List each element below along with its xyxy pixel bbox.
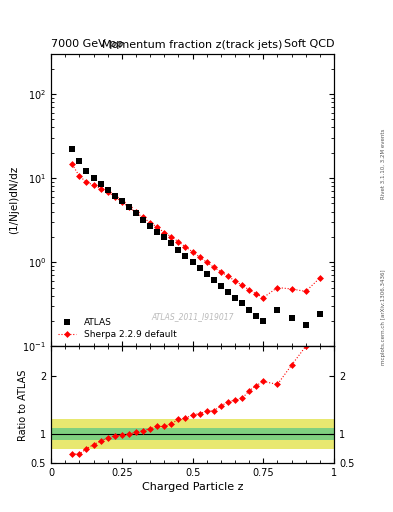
Sherpa 2.2.9 default bbox=[275, 285, 280, 291]
X-axis label: Charged Particle z: Charged Particle z bbox=[142, 482, 243, 493]
Sherpa 2.2.9 default bbox=[190, 249, 195, 255]
Sherpa 2.2.9 default bbox=[233, 278, 237, 284]
Sherpa 2.2.9 default bbox=[318, 275, 322, 281]
Sherpa 2.2.9 default bbox=[141, 215, 145, 221]
Sherpa 2.2.9 default bbox=[254, 291, 259, 297]
ATLAS bbox=[254, 313, 259, 319]
ATLAS bbox=[148, 223, 152, 229]
Sherpa 2.2.9 default bbox=[105, 189, 110, 195]
Text: mcplots.cern.ch [arXiv:1306.3436]: mcplots.cern.ch [arXiv:1306.3436] bbox=[381, 270, 386, 365]
ATLAS bbox=[169, 240, 174, 246]
Text: Soft QCD: Soft QCD bbox=[284, 38, 334, 49]
Sherpa 2.2.9 default bbox=[112, 194, 117, 200]
Bar bbox=[51, 428, 334, 440]
ATLAS bbox=[70, 146, 75, 152]
ATLAS bbox=[219, 283, 223, 289]
ATLAS bbox=[105, 187, 110, 193]
Line: ATLAS: ATLAS bbox=[69, 146, 323, 328]
Sherpa 2.2.9 default bbox=[240, 282, 244, 288]
ATLAS bbox=[197, 265, 202, 271]
ATLAS bbox=[190, 259, 195, 265]
ATLAS bbox=[119, 198, 124, 204]
ATLAS bbox=[91, 175, 96, 181]
Legend: ATLAS, Sherpa 2.2.9 default: ATLAS, Sherpa 2.2.9 default bbox=[55, 316, 179, 342]
ATLAS bbox=[261, 318, 266, 324]
Sherpa 2.2.9 default bbox=[289, 286, 294, 292]
Sherpa 2.2.9 default bbox=[169, 234, 174, 240]
ATLAS bbox=[162, 234, 167, 240]
Line: Sherpa 2.2.9 default: Sherpa 2.2.9 default bbox=[70, 162, 322, 300]
ATLAS bbox=[112, 193, 117, 199]
ATLAS bbox=[289, 314, 294, 321]
ATLAS bbox=[204, 271, 209, 278]
Sherpa 2.2.9 default bbox=[162, 229, 167, 236]
ATLAS bbox=[141, 217, 145, 223]
ATLAS bbox=[127, 204, 131, 210]
Sherpa 2.2.9 default bbox=[155, 224, 160, 230]
Sherpa 2.2.9 default bbox=[261, 294, 266, 301]
ATLAS bbox=[176, 247, 181, 253]
Text: ATLAS_2011_I919017: ATLAS_2011_I919017 bbox=[151, 312, 234, 322]
Sherpa 2.2.9 default bbox=[211, 264, 216, 270]
Bar bbox=[51, 419, 334, 449]
ATLAS bbox=[303, 322, 308, 328]
Text: Rivet 3.1.10, 3.2M events: Rivet 3.1.10, 3.2M events bbox=[381, 129, 386, 199]
Sherpa 2.2.9 default bbox=[226, 273, 230, 280]
Sherpa 2.2.9 default bbox=[183, 244, 188, 250]
Sherpa 2.2.9 default bbox=[127, 204, 131, 210]
Text: 7000 GeV pp: 7000 GeV pp bbox=[51, 38, 123, 49]
Y-axis label: (1/Njel)dN/dz: (1/Njel)dN/dz bbox=[9, 166, 20, 234]
Sherpa 2.2.9 default bbox=[119, 199, 124, 205]
Sherpa 2.2.9 default bbox=[84, 179, 89, 185]
ATLAS bbox=[318, 311, 322, 317]
ATLAS bbox=[247, 307, 252, 313]
Sherpa 2.2.9 default bbox=[197, 254, 202, 260]
Y-axis label: Ratio to ATLAS: Ratio to ATLAS bbox=[18, 369, 28, 440]
Sherpa 2.2.9 default bbox=[204, 259, 209, 265]
ATLAS bbox=[155, 229, 160, 235]
ATLAS bbox=[226, 289, 230, 295]
Sherpa 2.2.9 default bbox=[91, 182, 96, 188]
Sherpa 2.2.9 default bbox=[219, 269, 223, 275]
Sherpa 2.2.9 default bbox=[98, 185, 103, 191]
ATLAS bbox=[77, 158, 82, 164]
ATLAS bbox=[240, 300, 244, 306]
Sherpa 2.2.9 default bbox=[247, 287, 252, 293]
ATLAS bbox=[233, 294, 237, 301]
Sherpa 2.2.9 default bbox=[77, 173, 82, 179]
ATLAS bbox=[84, 168, 89, 175]
ATLAS bbox=[134, 210, 138, 217]
Sherpa 2.2.9 default bbox=[148, 220, 152, 226]
Sherpa 2.2.9 default bbox=[134, 209, 138, 216]
Title: Momentum fraction z(track jets): Momentum fraction z(track jets) bbox=[103, 40, 283, 50]
ATLAS bbox=[98, 181, 103, 187]
Sherpa 2.2.9 default bbox=[70, 161, 75, 167]
ATLAS bbox=[183, 252, 188, 259]
Sherpa 2.2.9 default bbox=[176, 239, 181, 245]
ATLAS bbox=[275, 307, 280, 313]
ATLAS bbox=[211, 276, 216, 283]
Sherpa 2.2.9 default bbox=[303, 288, 308, 294]
